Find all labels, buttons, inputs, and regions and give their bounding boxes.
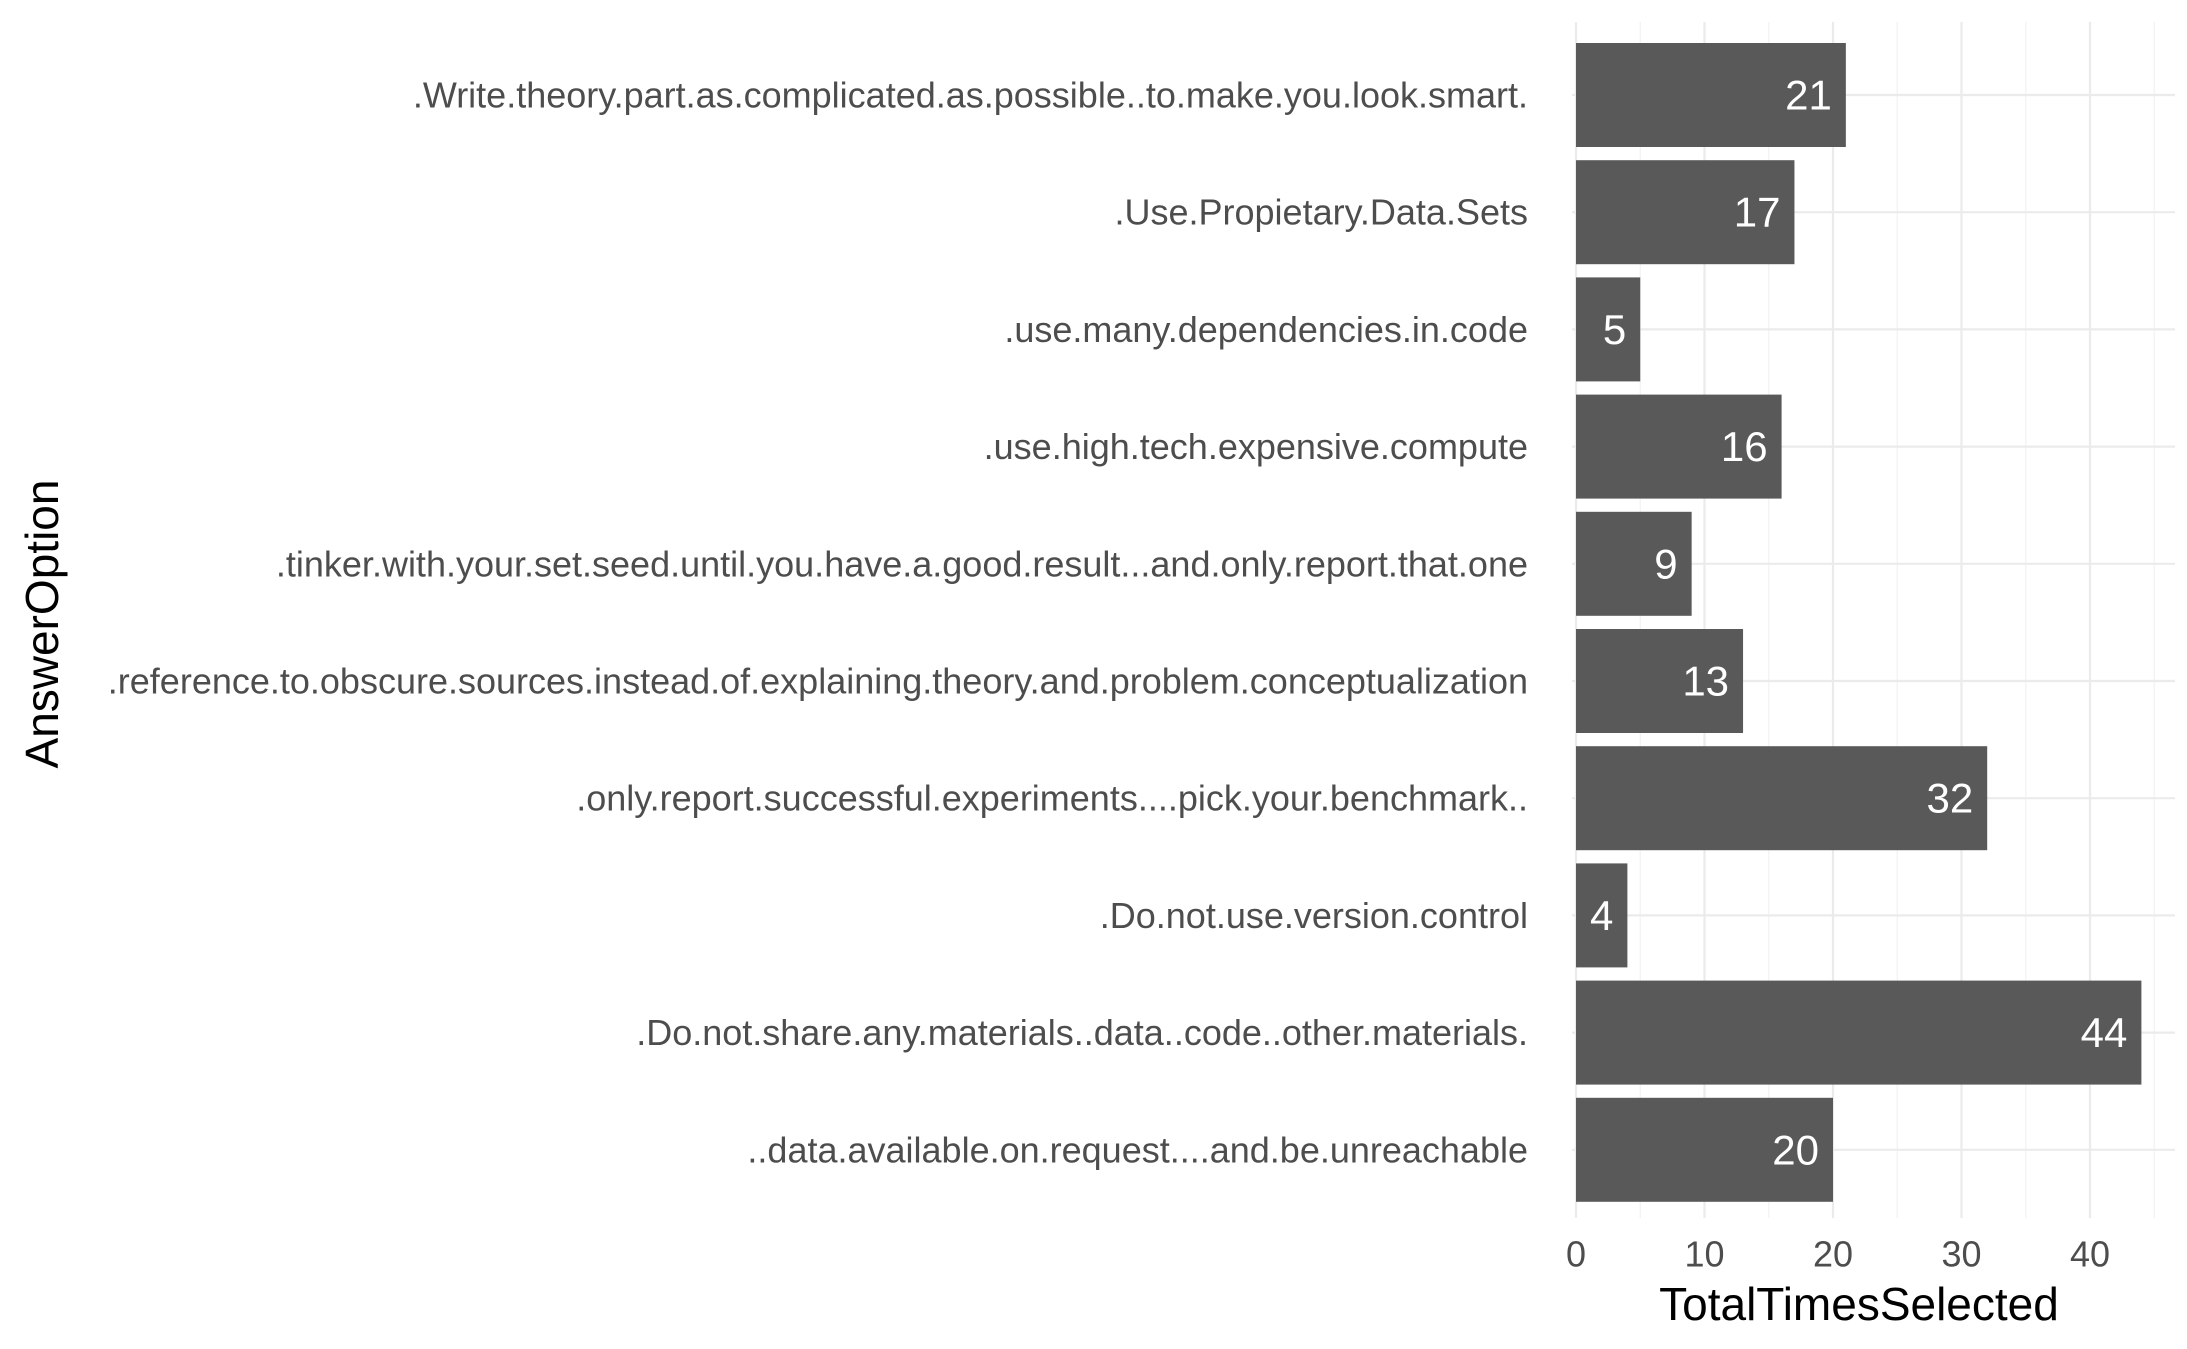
category-label: .use.many.dependencies.in.code bbox=[1004, 309, 1528, 350]
data-label: 13 bbox=[1682, 658, 1729, 705]
bar bbox=[1576, 160, 1795, 265]
bar bbox=[1576, 1097, 1833, 1202]
data-label: 17 bbox=[1734, 189, 1781, 236]
data-label: 4 bbox=[1590, 892, 1613, 939]
data-label: 9 bbox=[1654, 540, 1677, 587]
x-axis-title: TotalTimesSelected bbox=[1659, 1278, 2059, 1330]
y-axis-title: AnswerOption bbox=[16, 480, 68, 769]
category-label: ..data.available.on.request....and.be.un… bbox=[747, 1129, 1528, 1170]
data-label: 5 bbox=[1603, 306, 1626, 353]
x-tick-label: 30 bbox=[1941, 1234, 1981, 1275]
bar bbox=[1576, 746, 1988, 851]
bar bbox=[1576, 629, 1744, 733]
category-label: .tinker.with.your.set.seed.until.you.hav… bbox=[276, 543, 1528, 584]
x-tick-label: 40 bbox=[2070, 1234, 2110, 1275]
bar bbox=[1576, 980, 2142, 1085]
bar bbox=[1576, 43, 1846, 147]
category-label: .use.high.tech.expensive.compute bbox=[984, 426, 1528, 467]
category-label: .Do.not.use.version.control bbox=[1100, 895, 1528, 936]
bar bbox=[1576, 511, 1692, 616]
x-tick-label: 0 bbox=[1566, 1234, 1586, 1275]
category-labels: .Write.theory.part.as.complicated.as.pos… bbox=[108, 75, 1528, 1171]
x-axis-ticks: 0 10 20 30 40 bbox=[1566, 1234, 2110, 1275]
category-label: .only.report.successful.experiments....p… bbox=[576, 778, 1528, 819]
data-label: 44 bbox=[2081, 1009, 2128, 1056]
category-label: .Do.not.share.any.materials..data..code.… bbox=[636, 1012, 1528, 1053]
category-label: .Use.Propietary.Data.Sets bbox=[1114, 192, 1528, 233]
category-label: .Write.theory.part.as.complicated.as.pos… bbox=[413, 75, 1528, 116]
x-tick-label: 20 bbox=[1813, 1234, 1853, 1275]
bar bbox=[1576, 394, 1782, 499]
data-label: 16 bbox=[1721, 423, 1768, 470]
bar bbox=[1576, 277, 1641, 382]
x-tick-label: 10 bbox=[1684, 1234, 1724, 1275]
bar bbox=[1576, 863, 1628, 968]
data-label: 20 bbox=[1772, 1126, 1819, 1173]
data-label: 32 bbox=[1926, 775, 1973, 822]
data-label: 21 bbox=[1785, 72, 1832, 119]
bars bbox=[1576, 43, 2142, 1202]
category-label: .reference.to.obscure.sources.instead.of… bbox=[108, 661, 1528, 702]
